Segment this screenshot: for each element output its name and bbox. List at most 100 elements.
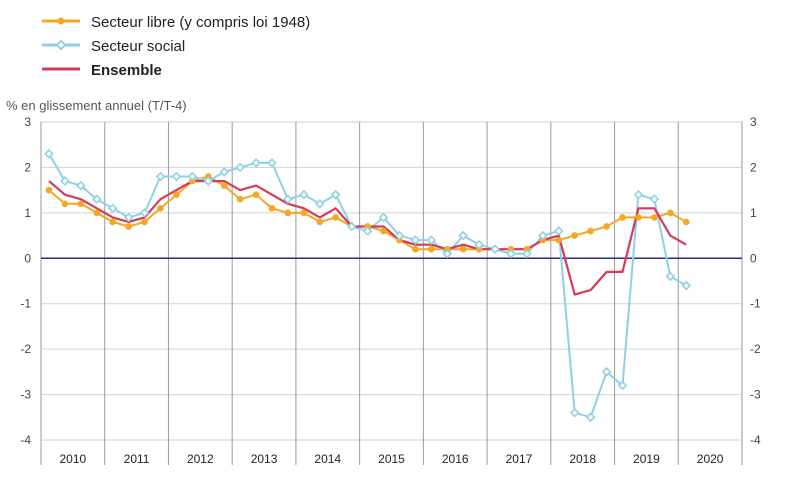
x-tick-label: 2013 xyxy=(251,452,278,466)
data-point-secteur-social xyxy=(665,271,676,282)
data-point-secteur-social xyxy=(76,180,86,191)
x-tick-label: 2020 xyxy=(697,452,724,466)
y-tick-label-left: 3 xyxy=(24,115,31,129)
y-tick-label-right: 1 xyxy=(750,206,757,220)
data-point-secteur-social xyxy=(203,176,214,186)
data-point-secteur-social xyxy=(60,176,70,186)
data-point-secteur-social xyxy=(362,226,373,236)
data-point-secteur-libre xyxy=(268,205,276,212)
data-point-secteur-libre xyxy=(380,227,387,235)
data-point-secteur-libre xyxy=(587,227,594,235)
data-point-secteur-libre xyxy=(236,195,244,203)
data-point-secteur-social xyxy=(91,194,102,205)
data-point-secteur-social xyxy=(633,189,644,200)
x-tick-label: 2011 xyxy=(124,452,150,466)
y-tick-label-right: -4 xyxy=(750,433,761,447)
data-point-secteur-libre xyxy=(332,214,340,221)
data-point-secteur-libre xyxy=(157,205,164,212)
y-tick-label-left: 0 xyxy=(24,251,31,265)
y-tick-label-right: -2 xyxy=(750,342,761,356)
data-point-secteur-libre xyxy=(428,245,435,253)
y-tick-label-left: 1 xyxy=(24,206,31,220)
plot-frame xyxy=(40,121,743,441)
data-point-secteur-social xyxy=(410,235,421,245)
data-point-secteur-libre xyxy=(284,209,292,217)
data-point-secteur-libre xyxy=(173,191,180,198)
y-tick-label-right: -1 xyxy=(750,297,761,311)
data-point-secteur-social xyxy=(442,248,453,259)
data-point-secteur-libre xyxy=(61,200,69,208)
x-tick-label: 2010 xyxy=(60,452,87,466)
x-tick-label: 2018 xyxy=(569,452,596,466)
legend-item-secteur-libre: Secteur libre (y compris loi 1948) xyxy=(42,14,310,31)
y-tick-label-left: -4 xyxy=(20,433,31,447)
data-point-secteur-libre xyxy=(109,218,116,226)
y-tick-label-right: 3 xyxy=(750,115,757,129)
data-point-secteur-social xyxy=(458,230,469,241)
data-point-secteur-libre xyxy=(45,186,53,194)
y-tick-label-right: 2 xyxy=(750,160,757,174)
data-point-secteur-social xyxy=(569,407,580,418)
data-point-secteur-social xyxy=(346,221,357,232)
legend-marker-secteur-libre xyxy=(57,17,65,25)
legend-item-ensemble: Ensemble xyxy=(42,62,162,79)
data-point-secteur-social xyxy=(107,203,118,214)
data-point-secteur-social xyxy=(123,212,134,223)
x-tick-label: 2014 xyxy=(314,452,341,466)
x-tick-label: 2012 xyxy=(187,452,214,466)
data-point-secteur-social xyxy=(187,171,198,182)
y-tick-label-left: -3 xyxy=(20,388,31,402)
data-point-secteur-social xyxy=(681,280,692,291)
data-point-secteur-social xyxy=(299,189,309,200)
data-point-secteur-social xyxy=(44,148,54,159)
data-point-secteur-social xyxy=(474,239,484,250)
data-point-secteur-social xyxy=(617,380,628,391)
data-point-secteur-libre xyxy=(220,182,228,189)
data-point-secteur-social xyxy=(649,194,660,205)
data-point-secteur-social xyxy=(155,171,166,182)
x-tick-label: 2017 xyxy=(506,452,533,466)
data-point-secteur-social xyxy=(506,248,516,259)
data-point-secteur-libre xyxy=(93,209,101,217)
legend: Secteur libre (y compris loi 1948) Secte… xyxy=(42,14,310,79)
y-tick-label-right: 0 xyxy=(750,251,757,265)
data-point-secteur-social xyxy=(378,212,389,223)
data-point-secteur-social xyxy=(538,230,548,241)
data-point-secteur-libre xyxy=(125,223,132,230)
data-point-secteur-social xyxy=(330,189,341,200)
data-point-secteur-social xyxy=(251,158,261,168)
data-point-secteur-social xyxy=(490,244,500,255)
x-tick-label: 2015 xyxy=(378,452,405,466)
data-point-secteur-social xyxy=(553,226,564,236)
legend-item-secteur-social: Secteur social xyxy=(42,38,185,55)
data-point-secteur-social xyxy=(235,162,245,173)
data-point-secteur-social xyxy=(267,158,277,168)
data-point-secteur-libre xyxy=(555,236,563,244)
data-point-secteur-social xyxy=(601,367,612,377)
data-point-secteur-libre xyxy=(682,218,690,226)
legend-label-secteur-libre: Secteur libre (y compris loi 1948) xyxy=(91,14,310,31)
series-line-ensemble xyxy=(48,180,687,296)
y-axis-label: % en glissement annuel (T/T-4) xyxy=(6,98,187,113)
data-point-secteur-social xyxy=(219,167,230,177)
legend-marker-secteur-social xyxy=(55,39,67,51)
series-line-secteur-social xyxy=(48,153,687,419)
data-point-secteur-libre xyxy=(77,200,85,208)
data-point-secteur-social xyxy=(394,230,405,241)
data-point-secteur-libre xyxy=(571,232,579,239)
data-point-secteur-libre xyxy=(252,191,260,198)
data-point-secteur-social xyxy=(585,412,596,423)
data-point-secteur-social xyxy=(171,171,182,182)
y-tick-label-left: 2 xyxy=(24,160,31,174)
data-point-secteur-social xyxy=(522,248,532,259)
y-tick-label-left: -1 xyxy=(20,297,31,311)
legend-label-ensemble: Ensemble xyxy=(91,62,162,79)
data-point-secteur-libre xyxy=(300,209,308,217)
data-point-secteur-libre xyxy=(667,209,674,217)
data-point-secteur-libre xyxy=(459,245,467,253)
data-point-secteur-libre xyxy=(651,214,658,221)
data-point-secteur-social xyxy=(283,194,293,205)
data-point-secteur-libre xyxy=(603,223,610,230)
data-point-secteur-libre xyxy=(316,218,324,226)
